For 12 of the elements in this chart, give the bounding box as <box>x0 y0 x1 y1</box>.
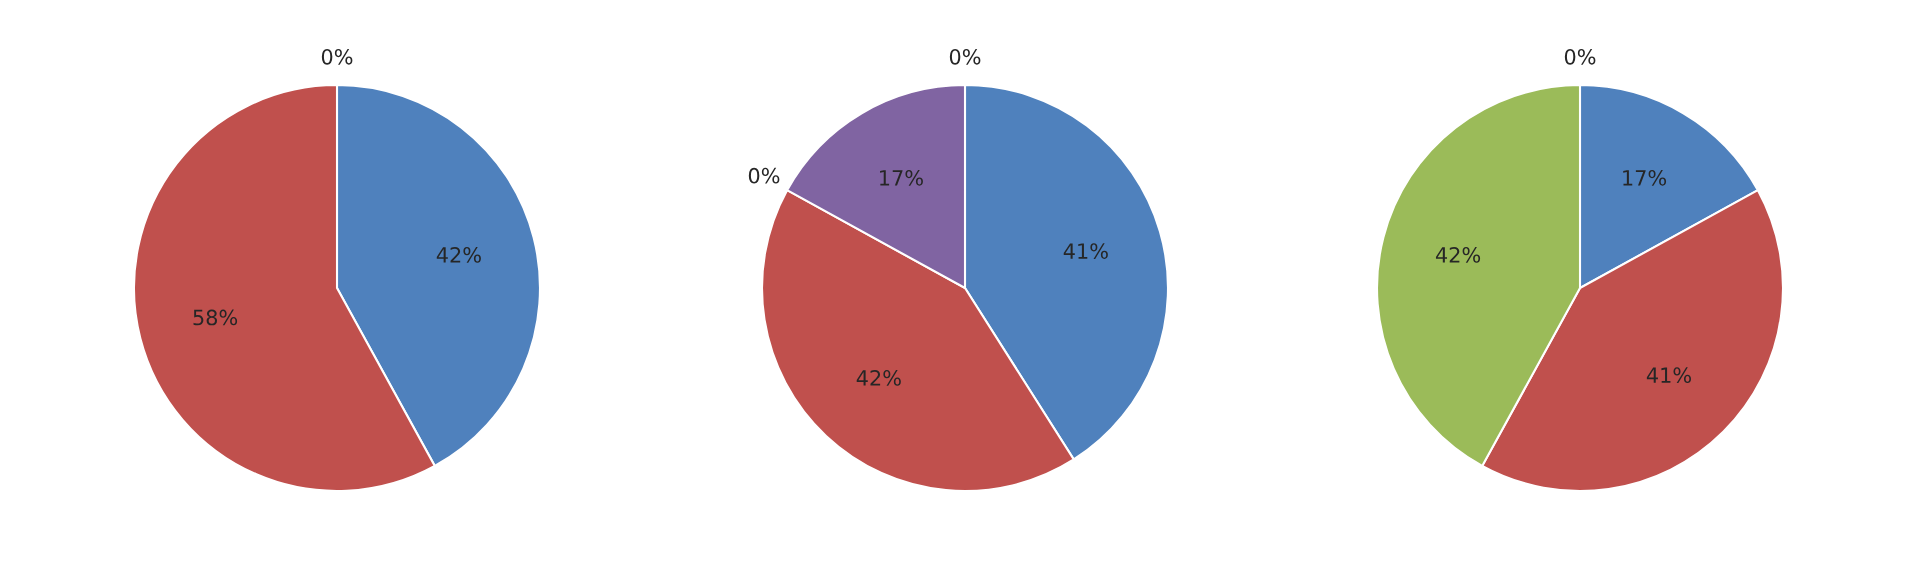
text: 0% <box>748 167 780 184</box>
data-label: 58% <box>193 309 238 326</box>
data-label: 42% <box>1435 246 1481 263</box>
text: 0% <box>1564 48 1596 65</box>
data-label: 42% <box>436 246 481 263</box>
data-label: 41% <box>1646 367 1691 384</box>
data-label: 42% <box>856 370 901 386</box>
data-label: 17% <box>880 169 923 186</box>
text: 0% <box>949 48 981 65</box>
data-label: 41% <box>1063 243 1108 259</box>
text: 0% <box>321 48 353 65</box>
data-label: 17% <box>1623 169 1667 186</box>
